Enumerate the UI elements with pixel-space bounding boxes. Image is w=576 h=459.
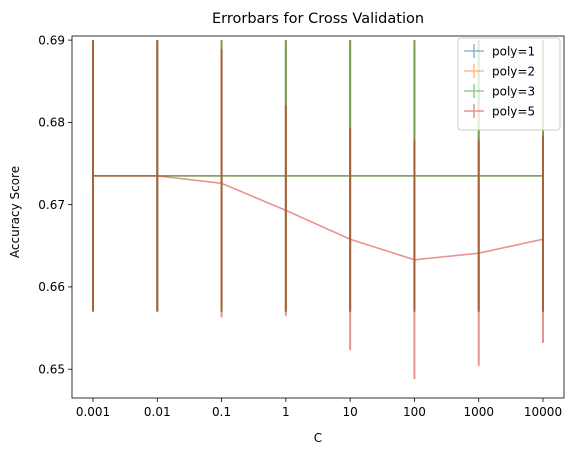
y-axis-label: Accuracy Score (8, 166, 22, 258)
legend-label: poly=5 (492, 104, 535, 118)
x-tick-label: 0.01 (144, 405, 171, 419)
legend-label: poly=2 (492, 64, 535, 78)
y-tick-label: 0.69 (38, 33, 65, 47)
chart-title: Errorbars for Cross Validation (212, 11, 424, 27)
legend-label: poly=3 (492, 84, 535, 98)
legend-swatch (464, 64, 484, 78)
y-tick-label: 0.67 (38, 198, 65, 212)
series-line (93, 175, 544, 261)
series-poly-5 (92, 40, 544, 380)
x-tick-label: 10 (343, 405, 358, 419)
y-tick-label: 0.68 (38, 116, 65, 130)
y-tick-label: 0.65 (38, 363, 65, 377)
legend: poly=1 poly=2 poly=3 poly=5 (457, 37, 561, 131)
x-tick-label: 100 (403, 405, 426, 419)
legend-swatch (464, 104, 484, 118)
x-tick-label: 1000 (463, 405, 494, 419)
legend-box (457, 37, 561, 131)
plot-frame (71, 35, 565, 399)
x-tick-label: 10000 (524, 405, 562, 419)
x-tick-label: 0.001 (76, 405, 110, 419)
x-tick-label: 0.1 (212, 405, 231, 419)
y-tick-label: 0.66 (38, 280, 65, 294)
legend-swatch (464, 44, 484, 58)
legend-label: poly=1 (492, 44, 535, 58)
legend-swatch (464, 84, 484, 98)
x-axis-label: C (314, 431, 322, 445)
x-tick-label: 1 (282, 405, 290, 419)
